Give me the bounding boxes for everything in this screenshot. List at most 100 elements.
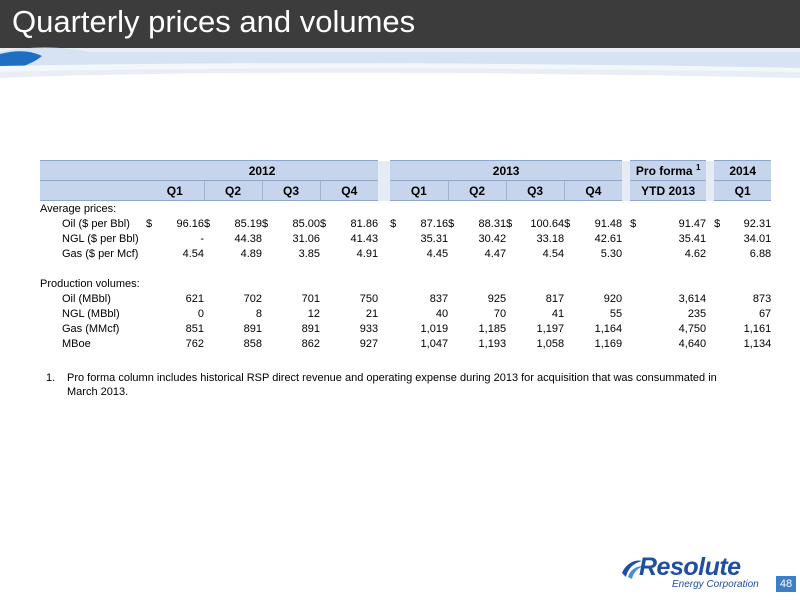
value-cell: 750 bbox=[359, 292, 379, 305]
row-label: MBoe bbox=[62, 337, 91, 350]
value-cell: 4.54 bbox=[182, 247, 204, 260]
currency-symbol: $ bbox=[320, 217, 327, 230]
section-title-row: Average prices: bbox=[40, 201, 771, 217]
header-blank bbox=[40, 160, 146, 181]
gap-cell bbox=[378, 306, 390, 321]
currency-symbol bbox=[448, 321, 458, 336]
spacer-cell bbox=[40, 261, 771, 276]
currency-symbol bbox=[714, 336, 724, 351]
currency-symbol: $ bbox=[204, 217, 211, 230]
currency-symbol: $ bbox=[146, 217, 153, 230]
header-blank bbox=[40, 180, 146, 201]
currency-symbol bbox=[714, 306, 724, 321]
value-cell: 1,197 bbox=[536, 322, 565, 335]
header-gap bbox=[706, 160, 715, 181]
value-cell: 6.88 bbox=[749, 247, 772, 260]
column-header: Q1 bbox=[390, 180, 449, 201]
value-cell: 4.62 bbox=[684, 247, 707, 260]
table-row: Gas (MMcf) 851 891 891 933 1,019 1,185 1,197 1,1… bbox=[40, 321, 771, 336]
value-cell: 4.47 bbox=[484, 247, 507, 260]
value-cell: 851 bbox=[185, 322, 204, 335]
currency-symbol bbox=[564, 321, 574, 336]
slide-title: Quarterly prices and volumes bbox=[12, 4, 416, 39]
currency-symbol bbox=[506, 336, 516, 351]
value-cell: 87.16 bbox=[420, 217, 449, 230]
gap-cell bbox=[706, 306, 714, 321]
header-gap bbox=[622, 160, 631, 181]
value-cell: 85.00 bbox=[292, 217, 320, 230]
value-cell: 933 bbox=[359, 322, 379, 335]
value-cell: 762 bbox=[185, 337, 204, 350]
value-cell: 91.48 bbox=[594, 217, 623, 230]
value-cell: 40 bbox=[435, 307, 449, 320]
value-cell: 41.43 bbox=[350, 232, 379, 245]
value-cell: 35.31 bbox=[420, 232, 449, 245]
currency-symbol bbox=[320, 336, 330, 351]
currency-symbol bbox=[390, 231, 400, 246]
currency-symbol bbox=[262, 321, 272, 336]
value-cell: 55 bbox=[609, 307, 623, 320]
currency-symbol: $ bbox=[448, 217, 455, 230]
value-cell: 12 bbox=[307, 307, 320, 320]
currency-symbol bbox=[262, 231, 272, 246]
currency-symbol bbox=[630, 306, 640, 321]
currency-symbol bbox=[146, 291, 156, 306]
value-cell: 4.89 bbox=[240, 247, 262, 260]
footnote-text: Pro forma column includes historical RSP… bbox=[67, 372, 717, 398]
value-cell: 31.06 bbox=[292, 232, 320, 245]
value-cell: 91.47 bbox=[678, 217, 707, 230]
currency-symbol bbox=[714, 321, 724, 336]
value-cell: 891 bbox=[243, 322, 262, 335]
value-cell: 4,640 bbox=[678, 337, 707, 350]
value-cell: 1,058 bbox=[536, 337, 565, 350]
title-bar: Quarterly prices and volumes bbox=[0, 0, 800, 48]
gap-cell bbox=[706, 231, 714, 246]
value-cell: 1,019 bbox=[420, 322, 449, 335]
value-cell: 817 bbox=[545, 292, 565, 305]
value-cell: 4.91 bbox=[356, 247, 379, 260]
currency-symbol: $ bbox=[714, 217, 721, 230]
row-label: Oil ($ per Bbl) bbox=[62, 217, 130, 230]
currency-symbol bbox=[262, 306, 272, 321]
table-row: NGL (MBbl) 0 8 12 21 40 70 41 55 235 67 bbox=[40, 306, 771, 321]
currency-symbol bbox=[448, 231, 458, 246]
currency-symbol: $ bbox=[564, 217, 571, 230]
header-gap bbox=[706, 180, 715, 201]
prices-volumes-table: 2012 2013 Pro forma 1 2014 Q1 Q2 Q3 Q4 Q1 Q2 Q… bbox=[40, 160, 772, 351]
currency-symbol bbox=[630, 291, 640, 306]
value-cell: 33.18 bbox=[536, 232, 565, 245]
currency-symbol bbox=[448, 291, 458, 306]
currency-symbol bbox=[204, 336, 214, 351]
currency-symbol bbox=[204, 246, 214, 261]
header-gap bbox=[378, 160, 391, 181]
value-cell: 1,193 bbox=[478, 337, 507, 350]
value-cell: 42.61 bbox=[594, 232, 623, 245]
header-gap bbox=[622, 180, 631, 201]
table-row: Oil ($ per Bbl) $96.16 $85.19 $85.00 $81.86 $… bbox=[40, 216, 771, 231]
currency-symbol bbox=[262, 291, 272, 306]
value-cell: 4.54 bbox=[542, 247, 565, 260]
footnote: 1. Pro forma column includes historical … bbox=[46, 371, 746, 399]
group-header-2012: 2012 bbox=[146, 160, 379, 181]
currency-symbol bbox=[506, 321, 516, 336]
currency-symbol bbox=[630, 231, 640, 246]
spacer-row bbox=[40, 261, 771, 276]
value-cell: 85.19 bbox=[234, 217, 262, 230]
currency-symbol bbox=[564, 246, 574, 261]
group-header-2013: 2013 bbox=[390, 160, 623, 181]
header-swoosh bbox=[0, 47, 800, 78]
value-cell: 4,750 bbox=[678, 322, 707, 335]
group-header-row: 2012 2013 Pro forma 1 2014 bbox=[40, 160, 772, 181]
currency-symbol bbox=[630, 246, 640, 261]
value-cell: 873 bbox=[752, 292, 772, 305]
pro-forma-label: Pro forma bbox=[635, 164, 693, 178]
currency-symbol bbox=[506, 306, 516, 321]
currency-symbol bbox=[320, 291, 330, 306]
value-cell: 235 bbox=[687, 307, 707, 320]
currency-symbol bbox=[714, 246, 724, 261]
table-row: NGL ($ per Bbl) - 44.38 31.06 41.43 35.31 30.4… bbox=[40, 231, 771, 246]
section-title: Average prices: bbox=[40, 202, 117, 215]
gap-cell bbox=[378, 246, 390, 261]
value-cell: 92.31 bbox=[743, 217, 772, 230]
currency-symbol bbox=[146, 231, 156, 246]
